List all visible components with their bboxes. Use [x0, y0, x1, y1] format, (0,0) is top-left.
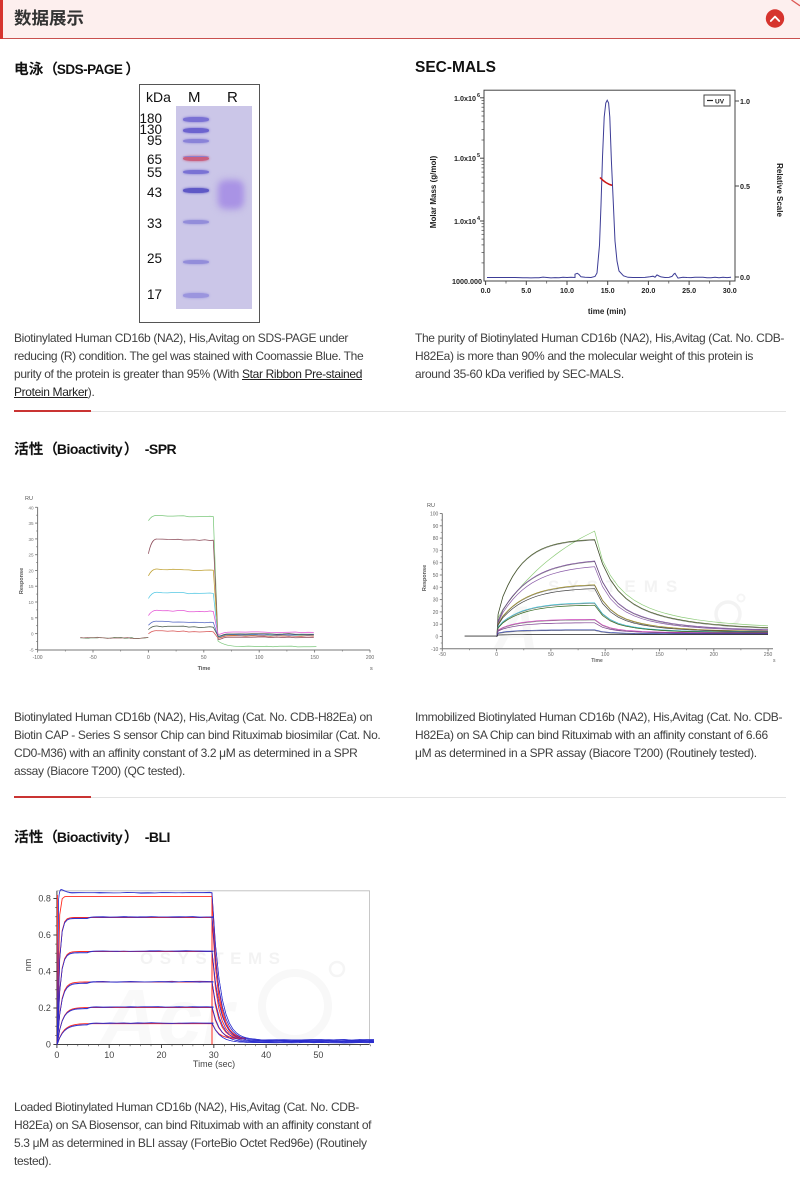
- svg-text:35: 35: [28, 521, 34, 526]
- svg-text:RU: RU: [427, 503, 435, 509]
- svg-text:Response: Response: [19, 568, 25, 594]
- svg-text:100: 100: [430, 512, 439, 518]
- svg-text:20: 20: [156, 1050, 166, 1060]
- svg-text:Time (sec): Time (sec): [193, 1059, 235, 1069]
- svg-text:40: 40: [433, 585, 439, 591]
- svg-text:0.0: 0.0: [481, 286, 491, 295]
- svg-text:time (min): time (min): [588, 307, 627, 316]
- svg-text:30: 30: [28, 537, 34, 542]
- svg-text:50: 50: [433, 573, 439, 579]
- svg-text:90: 90: [433, 524, 439, 530]
- svg-text:10.0: 10.0: [560, 286, 574, 295]
- svg-text:Relative Scale: Relative Scale: [775, 163, 784, 217]
- svg-text:0.5: 0.5: [740, 182, 750, 191]
- svg-text:1.0x10: 1.0x10: [454, 217, 476, 226]
- svg-text:1.0x10: 1.0x10: [454, 94, 476, 103]
- svg-text:15.0: 15.0: [601, 286, 615, 295]
- svg-text:-100: -100: [33, 655, 43, 661]
- svg-text:50: 50: [201, 655, 207, 661]
- svg-text:SDS-PAGE: SDS-PAGE: [57, 62, 123, 77]
- svg-text:1.0x10: 1.0x10: [454, 154, 476, 163]
- svg-text:0.6: 0.6: [38, 930, 51, 940]
- svg-text:s: s: [773, 658, 776, 664]
- svg-text:5.0: 5.0: [521, 286, 531, 295]
- svg-text:5: 5: [477, 153, 480, 159]
- svg-text:0: 0: [46, 1040, 51, 1050]
- svg-text:OSYSTEMS: OSYSTEMS: [140, 949, 286, 968]
- svg-text:0: 0: [54, 1050, 59, 1060]
- svg-text:25.0: 25.0: [682, 286, 696, 295]
- svg-text:20: 20: [28, 569, 34, 574]
- svg-text:20: 20: [433, 610, 439, 616]
- svg-text:200: 200: [710, 652, 719, 658]
- svg-text:Bioactivity: Bioactivity: [57, 441, 123, 457]
- svg-text:150: 150: [655, 652, 664, 658]
- svg-text:250: 250: [764, 652, 773, 658]
- svg-text:100: 100: [255, 655, 264, 661]
- svg-text:4: 4: [477, 216, 481, 222]
- svg-text:-50: -50: [439, 652, 446, 658]
- svg-text:100: 100: [601, 652, 610, 658]
- svg-text:6: 6: [477, 93, 480, 99]
- svg-text:10: 10: [104, 1050, 114, 1060]
- svg-text:5: 5: [31, 616, 34, 621]
- svg-text:Time: Time: [591, 658, 603, 664]
- svg-text:-5: -5: [30, 647, 35, 652]
- svg-text:nm: nm: [23, 959, 33, 972]
- svg-text:-50: -50: [89, 655, 96, 661]
- svg-text:60: 60: [433, 561, 439, 567]
- svg-text:0: 0: [147, 655, 150, 661]
- svg-text:Time: Time: [198, 666, 211, 672]
- svg-text:40: 40: [28, 505, 34, 510]
- svg-text:Response: Response: [422, 565, 428, 591]
- svg-text:UV: UV: [715, 99, 725, 106]
- svg-text:0.2: 0.2: [38, 1003, 51, 1013]
- svg-text:0.4: 0.4: [38, 967, 51, 977]
- svg-text:10: 10: [28, 600, 34, 605]
- svg-text:150: 150: [310, 655, 319, 661]
- svg-text:0.0: 0.0: [740, 273, 750, 282]
- svg-text:0: 0: [436, 635, 439, 641]
- svg-text:-10: -10: [431, 647, 438, 653]
- svg-text:0.8: 0.8: [38, 894, 51, 904]
- svg-text:200: 200: [366, 655, 375, 661]
- svg-text:30: 30: [209, 1050, 219, 1060]
- svg-text:1.0: 1.0: [740, 97, 750, 106]
- svg-text:10: 10: [433, 622, 439, 628]
- svg-text:50: 50: [313, 1050, 323, 1060]
- svg-text:RU: RU: [25, 496, 33, 502]
- svg-text:20.0: 20.0: [641, 286, 655, 295]
- svg-text:1000.000: 1000.000: [452, 277, 482, 286]
- svg-text:70: 70: [433, 548, 439, 554]
- svg-text:25: 25: [28, 553, 34, 558]
- svg-text:Molar Mass (g/mol): Molar Mass (g/mol): [429, 155, 438, 228]
- svg-text:-SPR: -SPR: [145, 441, 177, 457]
- svg-text:80: 80: [433, 536, 439, 542]
- svg-text:Bioactivity: Bioactivity: [57, 829, 123, 845]
- svg-text:-BLI: -BLI: [145, 829, 170, 845]
- svg-text:s: s: [370, 666, 373, 672]
- svg-text:40: 40: [261, 1050, 271, 1060]
- svg-text:SYSTEMS: SYSTEMS: [548, 577, 685, 596]
- svg-text:50: 50: [548, 652, 554, 658]
- svg-text:30.0: 30.0: [723, 286, 737, 295]
- svg-text:0: 0: [31, 632, 34, 637]
- svg-text:0: 0: [495, 652, 498, 658]
- svg-text:15: 15: [28, 584, 34, 589]
- svg-text:30: 30: [433, 598, 439, 604]
